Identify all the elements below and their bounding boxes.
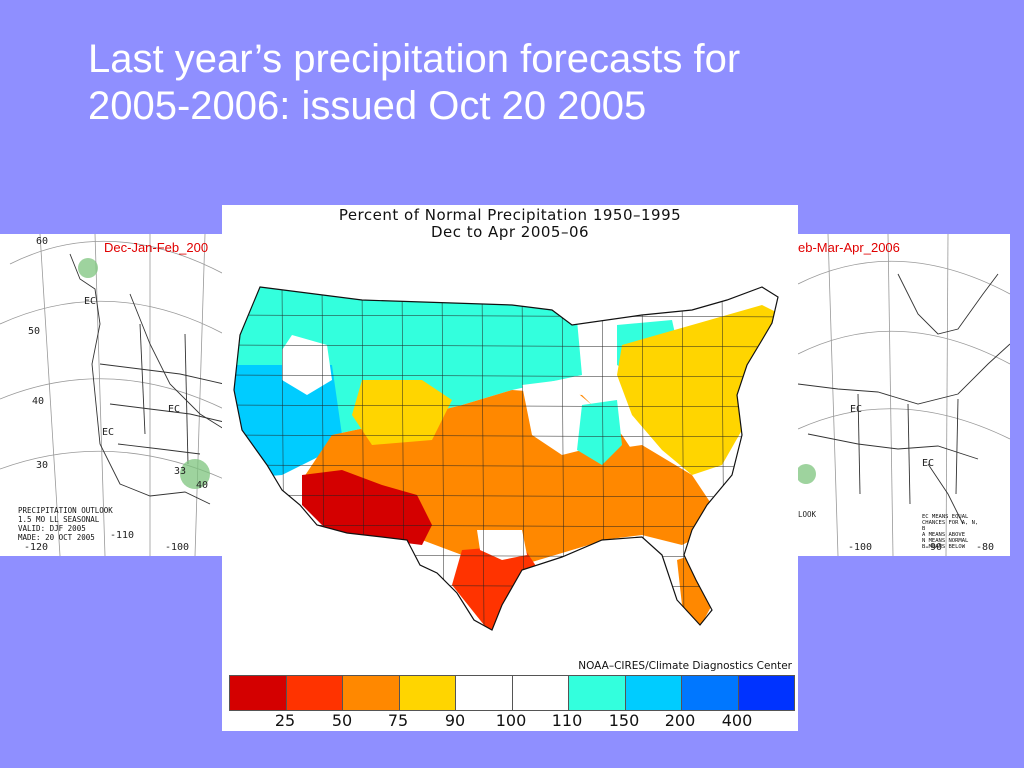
right-outlook-key: EC MEANS EQUAL CHANCES FOR A, N, B A MEA… [922, 514, 979, 550]
region-southwest [302, 470, 432, 545]
left-outlook-note: PRECIPITATION OUTLOOK 1.5 MO LL SEASONAL… [18, 506, 113, 542]
legend-tick: 50 [331, 711, 353, 730]
legend-swatch [286, 676, 343, 710]
legend-tick: 75 [387, 711, 409, 730]
legend-tick: 400 [721, 711, 753, 730]
legend-swatch [682, 676, 739, 710]
ec-label: EC [168, 404, 181, 415]
region-idaho-normal [282, 335, 332, 395]
ec-label: EC [84, 296, 97, 307]
legend-swatch [625, 676, 682, 710]
region-ohio-valley [577, 400, 622, 465]
lat-label: 40 [32, 396, 45, 407]
region-southeast [562, 445, 712, 545]
us-map [233, 286, 779, 631]
title-line-2: 2005-2006: issued Oct 20 2005 [88, 84, 647, 128]
lon-label: -90 [924, 542, 943, 553]
right-outlook-map: eb-Mar-Apr_2006 EC EC LOOK EC MEANS EQUA… [798, 234, 1010, 556]
legend-tick: 150 [608, 711, 640, 730]
map-subtitle: Dec to Apr 2005–06 [430, 223, 590, 241]
left-outlook-title: Dec-Jan-Feb_200 [104, 240, 209, 255]
precipitation-map: Percent of Normal Precipitation 1950–199… [222, 205, 798, 731]
prob-label: 33 [174, 466, 187, 477]
map-title: Percent of Normal Precipitation 1950–199… [338, 206, 682, 224]
region-texas-gulf [452, 545, 542, 630]
lat-label: 60 [36, 236, 49, 247]
map-regions [234, 287, 778, 630]
lat-label: 50 [28, 326, 41, 337]
legend-swatch [512, 676, 569, 710]
ec-label: EC [102, 427, 115, 438]
lat-label: 30 [36, 460, 49, 471]
legend-swatch [456, 676, 513, 710]
left-outlook-graticule [0, 234, 224, 556]
ec-label: EC [922, 458, 935, 469]
right-outlook-note: LOOK [798, 510, 817, 519]
region-great-basin [352, 380, 452, 445]
title-line-1: Last year’s precipitation forecasts for [88, 37, 741, 81]
legend-swatch [399, 676, 456, 710]
legend-tick: 110 [551, 711, 583, 730]
map-credit: NOAA–CIRES/Climate Diagnostics Center [578, 660, 792, 672]
lon-label: -110 [110, 530, 135, 541]
region-central-texas [477, 530, 527, 560]
legend-swatch [569, 676, 626, 710]
lon-label: -100 [165, 542, 190, 553]
ec-label: EC [850, 404, 863, 415]
slide-title: Last year’s precipitation forecasts for … [88, 36, 948, 130]
legend-tick: 25 [274, 711, 296, 730]
legend-tick: 90 [444, 711, 466, 730]
lon-label: -100 [848, 542, 873, 553]
left-outlook-map: Dec-Jan-Feb_200 60 50 40 30 EC EC EC 33 … [0, 234, 224, 556]
right-outlook-title: eb-Mar-Apr_2006 [798, 240, 900, 255]
legend-swatch [343, 676, 400, 710]
legend-tick: 200 [664, 711, 696, 730]
region-east [617, 305, 778, 475]
legend-tick: 100 [495, 711, 527, 730]
lon-label: -80 [976, 542, 995, 553]
right-outlook-graticule [798, 234, 1010, 556]
us-outline [233, 286, 779, 631]
prob-label: 40 [196, 480, 209, 491]
legend-swatch [738, 676, 794, 710]
legend-swatch [230, 676, 287, 710]
lon-label: -120 [24, 542, 49, 553]
color-legend [229, 675, 795, 711]
